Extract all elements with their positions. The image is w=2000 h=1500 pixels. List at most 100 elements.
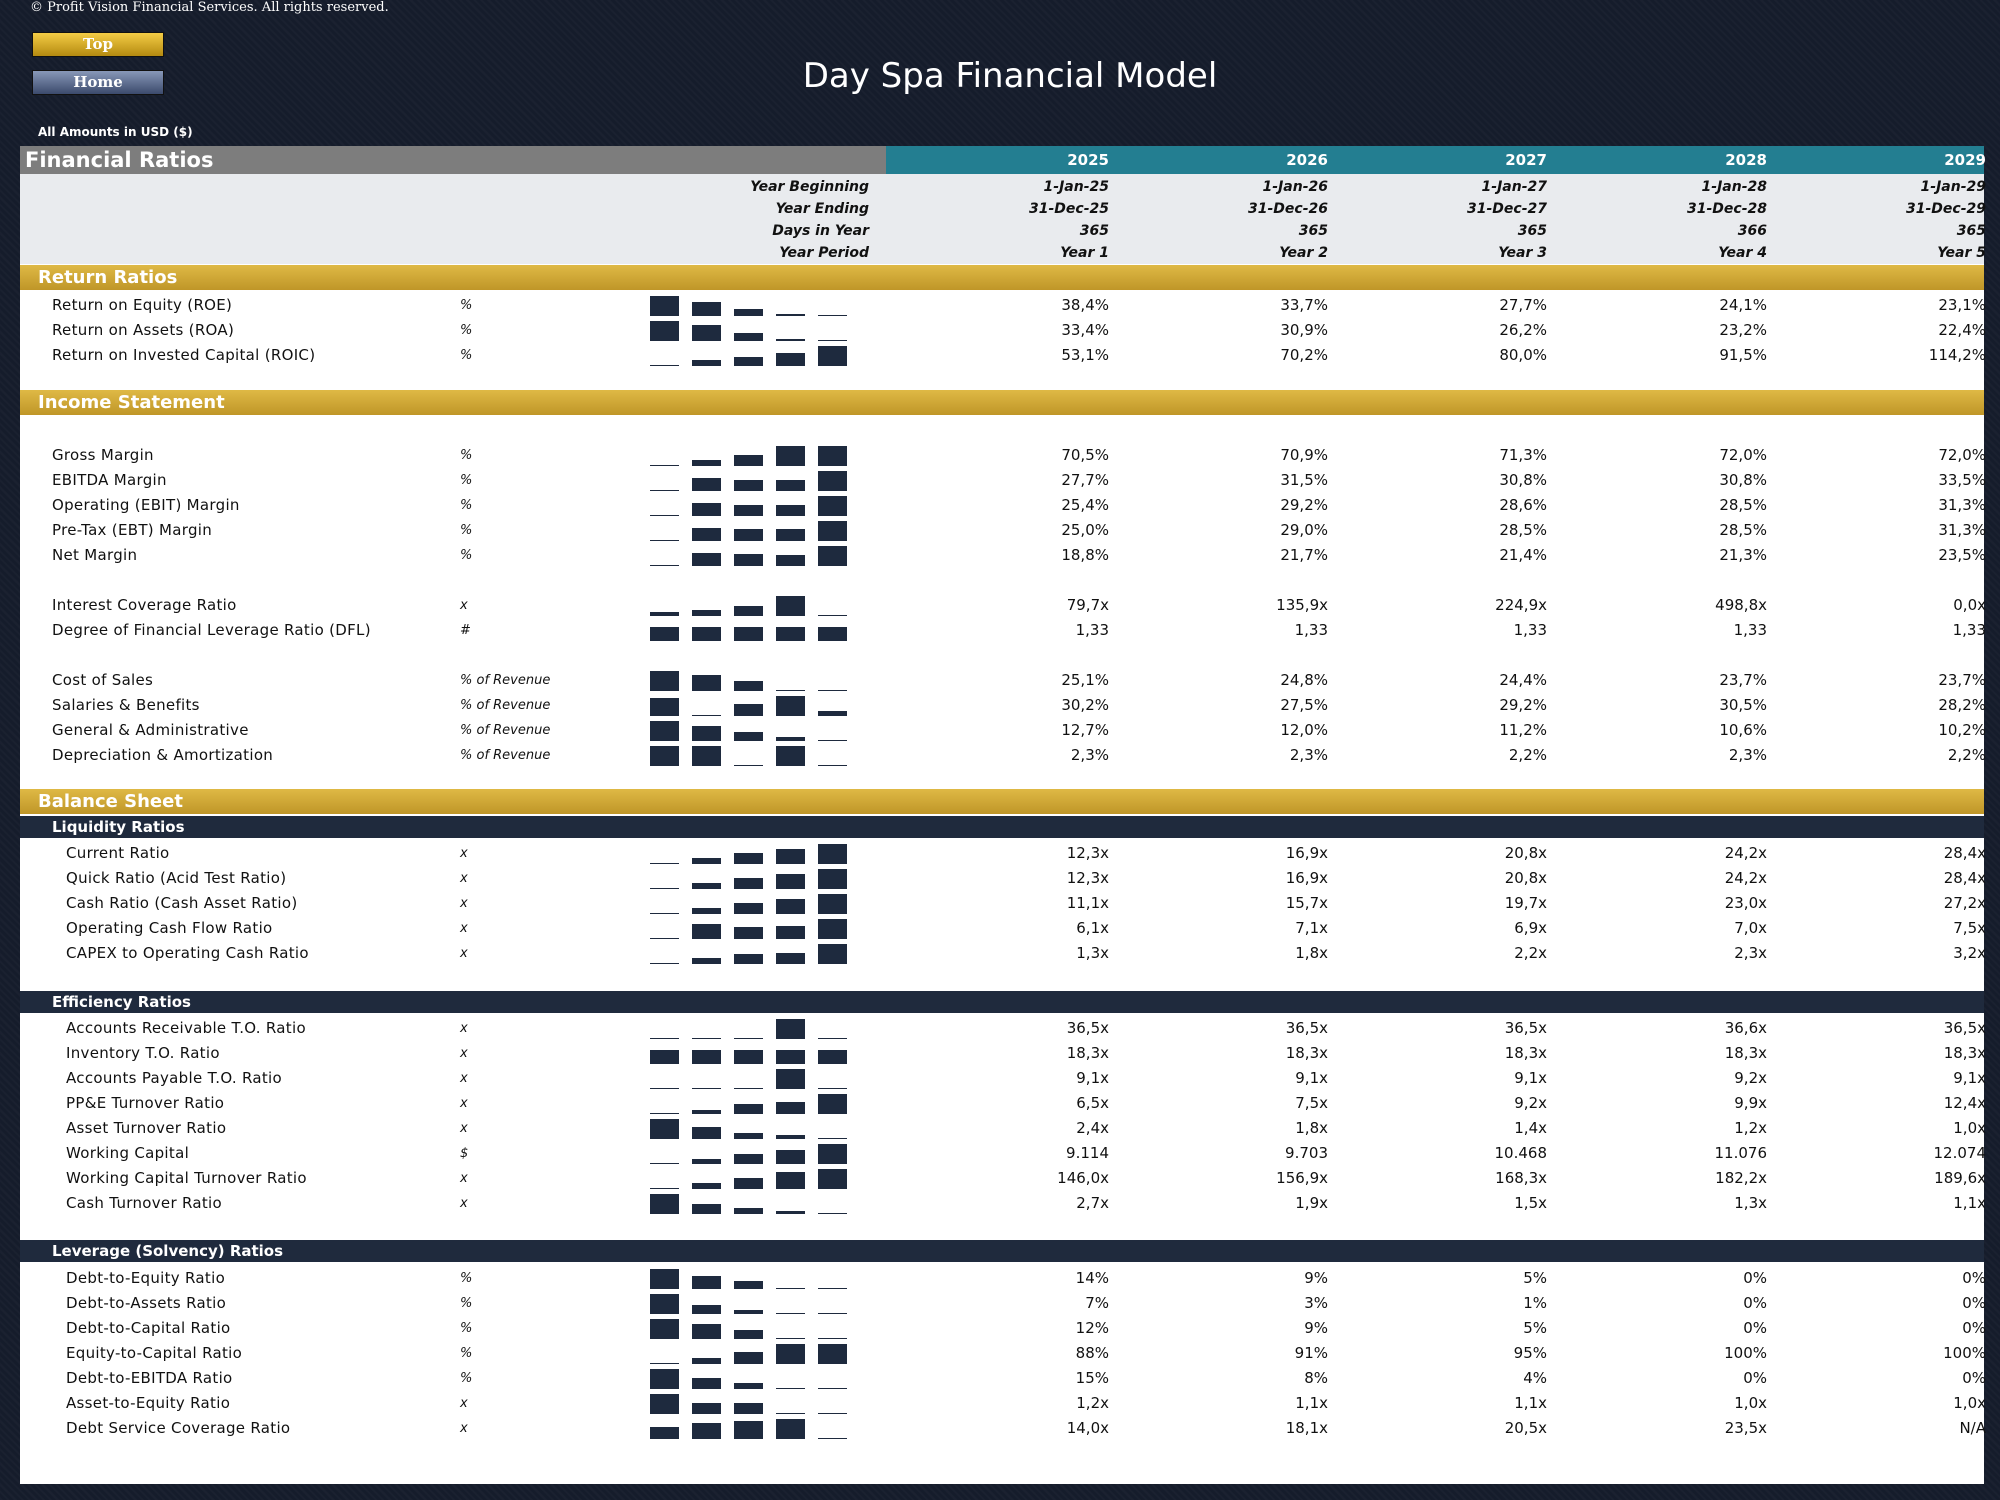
row-value: 12,0% xyxy=(1280,721,1328,739)
row-value: 1,0x xyxy=(1953,1394,1986,1412)
row-value: 135,9x xyxy=(1276,596,1328,614)
row-value: 15% xyxy=(1075,1369,1109,1387)
row-value: 36,6x xyxy=(1724,1019,1767,1037)
row-value: 10,2% xyxy=(1938,721,1986,739)
row-value: 1,33 xyxy=(1075,621,1109,639)
row-value: 12,3x xyxy=(1066,869,1109,887)
sparkline-bar xyxy=(650,698,679,716)
sparkline-bar xyxy=(650,1294,679,1314)
sparkline-bar xyxy=(692,746,721,766)
sparkline-bar xyxy=(692,1276,721,1289)
table-row: Pre-Tax (EBT) Margin% 25,0% 29,0% 28,5% 28,5… xyxy=(20,518,1986,543)
row-value: 25,0% xyxy=(1061,521,1109,539)
table-row: Debt-to-Equity Ratio% 14% 9% 5% 0% 0% xyxy=(20,1266,1986,1291)
sparkline-bar xyxy=(692,302,721,316)
row-value: 100% xyxy=(1724,1344,1767,1362)
row-value: 31,3% xyxy=(1938,521,1986,539)
row-value: 9% xyxy=(1304,1269,1328,1287)
row-label: Equity-to-Capital Ratio xyxy=(66,1344,243,1362)
sparkline-bar xyxy=(776,529,805,541)
table-row: Salaries & Benefits % of Revenue 30,2% 27,5… xyxy=(20,693,1986,718)
sparkline xyxy=(648,1066,868,1091)
sparkline xyxy=(648,1391,868,1416)
row-unit: x xyxy=(460,1396,468,1411)
sparkline-bar xyxy=(818,615,847,616)
row-label: Cost of Sales xyxy=(52,671,154,689)
sparkline-bar xyxy=(776,1419,805,1439)
row-value: 100% xyxy=(1943,1344,1986,1362)
row-unit: % xyxy=(460,473,473,488)
row-unit: x xyxy=(460,921,468,936)
sparkline-bar xyxy=(734,903,763,914)
info-label: Days in Year xyxy=(772,223,869,239)
sparkline-bar xyxy=(818,1094,847,1114)
sparkline-bar xyxy=(650,746,679,766)
subsection-header: Leverage (Solvency) Ratios xyxy=(20,1240,1984,1262)
sparkline-bar xyxy=(734,1104,763,1114)
row-value: 16,9x xyxy=(1285,844,1328,862)
sparkline-bar xyxy=(776,849,805,864)
sparkline-bar xyxy=(818,1038,847,1039)
row-value: 2,3x xyxy=(1734,944,1767,962)
row-label: Current Ratio xyxy=(66,844,170,862)
row-unit: x xyxy=(460,846,468,861)
home-button[interactable]: Home xyxy=(32,70,164,95)
sparkline-bar xyxy=(818,340,847,341)
sparkline-bar xyxy=(776,690,805,691)
table-header: Financial Ratios 2025 2026 2027 2028 2029 xyxy=(20,146,1986,174)
sparkline-bar xyxy=(692,1050,721,1064)
row-value: 21,7% xyxy=(1280,546,1328,564)
sparkline-bar xyxy=(776,696,805,716)
row-value: 70,2% xyxy=(1280,346,1328,364)
sparkline-bar xyxy=(734,681,763,691)
row-value: 9,2x xyxy=(1514,1094,1547,1112)
row-value: 91,5% xyxy=(1719,346,1767,364)
info-value: Year 1 xyxy=(1060,245,1109,261)
row-value: 20,8x xyxy=(1504,869,1547,887)
sparkline-bar xyxy=(734,480,763,491)
top-button[interactable]: Top xyxy=(32,32,164,57)
sparkline-bar xyxy=(776,480,805,491)
row-value: 1,1x xyxy=(1953,1194,1986,1212)
sparkline-bar xyxy=(776,596,805,616)
sparkline-bar xyxy=(734,333,763,341)
sparkline-bar xyxy=(818,844,847,864)
info-value: 1-Jan-28 xyxy=(1701,179,1767,195)
row-label: Quick Ratio (Acid Test Ratio) xyxy=(66,869,287,887)
sparkline-bar xyxy=(692,675,721,691)
sparkline xyxy=(648,1416,868,1441)
section-header: Balance Sheet xyxy=(20,789,1984,814)
sparkline-bar xyxy=(650,938,679,939)
row-unit: % xyxy=(460,448,473,463)
info-label: Year Beginning xyxy=(750,179,869,195)
sparkline-bar xyxy=(734,1281,763,1289)
sparkline-bar xyxy=(818,315,847,316)
sparkline xyxy=(648,443,868,468)
sparkline-bar xyxy=(734,1088,763,1089)
sparkline-bar xyxy=(692,908,721,914)
sparkline-bar xyxy=(692,627,721,641)
row-value: 1% xyxy=(1523,1294,1547,1312)
row-unit: % of Revenue xyxy=(460,698,551,713)
row-value: 1,0x xyxy=(1734,1394,1767,1412)
row-value: 36,5x xyxy=(1504,1019,1547,1037)
sparkline-bar xyxy=(692,1305,721,1314)
table-row: EBITDA Margin% 27,7% 31,5% 30,8% 30,8% 33,5% xyxy=(20,468,1986,493)
table-row: Debt Service Coverage Ratio x 14,0x 18,1x 20… xyxy=(20,1416,1986,1441)
row-unit: % xyxy=(460,323,473,338)
section-header: Income Statement xyxy=(20,390,1984,415)
sparkline-bar xyxy=(776,737,805,741)
info-value: 1-Jan-27 xyxy=(1481,179,1547,195)
info-label: Year Period xyxy=(779,245,869,261)
row-value: 18,3x xyxy=(1285,1044,1328,1062)
sparkline xyxy=(648,866,868,891)
row-value: 12,3x xyxy=(1066,844,1109,862)
row-label: Debt Service Coverage Ratio xyxy=(66,1419,291,1437)
row-value: 2,7x xyxy=(1076,1194,1109,1212)
info-value: Year 4 xyxy=(1718,245,1767,261)
info-row: Year Ending 31-Dec-25 31-Dec-26 31-Dec-27 31… xyxy=(20,198,1986,220)
sparkline-bar xyxy=(692,553,721,566)
sparkline-bar xyxy=(818,919,847,939)
row-value: 7,0x xyxy=(1734,919,1767,937)
row-value: 28,5% xyxy=(1719,521,1767,539)
